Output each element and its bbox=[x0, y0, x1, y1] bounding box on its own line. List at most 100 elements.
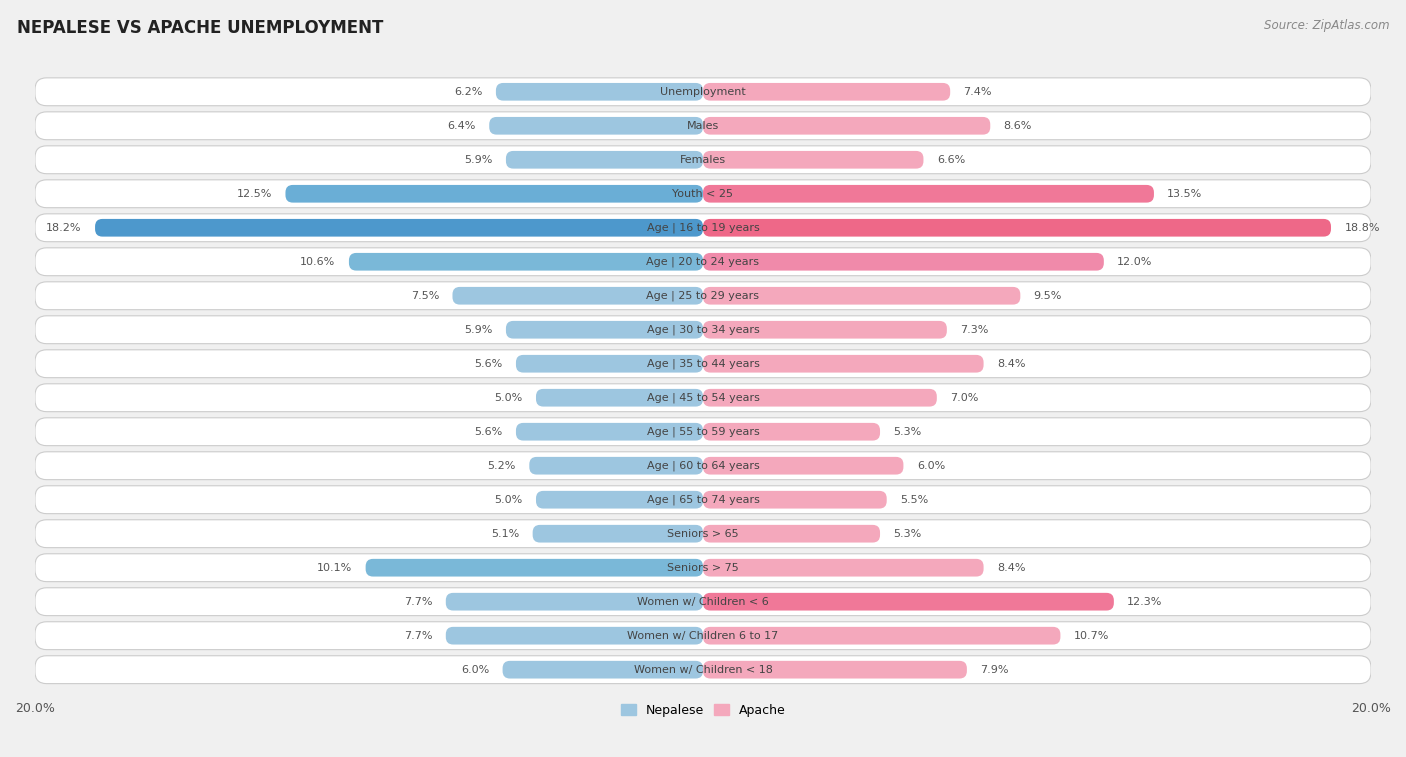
Legend: Nepalese, Apache: Nepalese, Apache bbox=[616, 699, 790, 721]
FancyBboxPatch shape bbox=[35, 486, 1371, 514]
Text: 7.3%: 7.3% bbox=[960, 325, 988, 335]
Text: 5.6%: 5.6% bbox=[474, 359, 502, 369]
FancyBboxPatch shape bbox=[35, 621, 1371, 650]
FancyBboxPatch shape bbox=[536, 389, 703, 407]
Text: Women w/ Children < 6: Women w/ Children < 6 bbox=[637, 597, 769, 606]
FancyBboxPatch shape bbox=[516, 423, 703, 441]
Text: Source: ZipAtlas.com: Source: ZipAtlas.com bbox=[1264, 19, 1389, 32]
FancyBboxPatch shape bbox=[35, 78, 1371, 106]
FancyBboxPatch shape bbox=[703, 559, 984, 577]
Text: 8.4%: 8.4% bbox=[997, 359, 1025, 369]
FancyBboxPatch shape bbox=[703, 151, 924, 169]
Text: 7.9%: 7.9% bbox=[980, 665, 1008, 674]
FancyBboxPatch shape bbox=[506, 151, 703, 169]
FancyBboxPatch shape bbox=[703, 661, 967, 678]
Text: 6.0%: 6.0% bbox=[917, 461, 945, 471]
Text: 13.5%: 13.5% bbox=[1167, 188, 1202, 199]
FancyBboxPatch shape bbox=[703, 423, 880, 441]
FancyBboxPatch shape bbox=[96, 219, 703, 237]
FancyBboxPatch shape bbox=[703, 117, 990, 135]
Text: NEPALESE VS APACHE UNEMPLOYMENT: NEPALESE VS APACHE UNEMPLOYMENT bbox=[17, 19, 384, 37]
Text: 10.7%: 10.7% bbox=[1074, 631, 1109, 640]
Text: Age | 35 to 44 years: Age | 35 to 44 years bbox=[647, 359, 759, 369]
Text: 7.4%: 7.4% bbox=[963, 87, 993, 97]
Text: 7.7%: 7.7% bbox=[404, 631, 433, 640]
FancyBboxPatch shape bbox=[35, 384, 1371, 412]
FancyBboxPatch shape bbox=[35, 587, 1371, 615]
Text: 5.9%: 5.9% bbox=[464, 325, 492, 335]
FancyBboxPatch shape bbox=[703, 185, 1154, 203]
FancyBboxPatch shape bbox=[35, 180, 1371, 207]
FancyBboxPatch shape bbox=[453, 287, 703, 304]
FancyBboxPatch shape bbox=[35, 520, 1371, 547]
Text: 12.0%: 12.0% bbox=[1118, 257, 1153, 266]
Text: Age | 25 to 29 years: Age | 25 to 29 years bbox=[647, 291, 759, 301]
Text: 7.5%: 7.5% bbox=[411, 291, 439, 301]
Text: 6.4%: 6.4% bbox=[447, 121, 475, 131]
FancyBboxPatch shape bbox=[35, 418, 1371, 446]
FancyBboxPatch shape bbox=[703, 627, 1060, 644]
Text: 18.8%: 18.8% bbox=[1344, 223, 1379, 232]
Text: 5.0%: 5.0% bbox=[495, 495, 523, 505]
Text: 5.6%: 5.6% bbox=[474, 427, 502, 437]
FancyBboxPatch shape bbox=[35, 350, 1371, 378]
FancyBboxPatch shape bbox=[446, 627, 703, 644]
Text: Males: Males bbox=[688, 121, 718, 131]
FancyBboxPatch shape bbox=[703, 355, 984, 372]
Text: 5.1%: 5.1% bbox=[491, 528, 519, 539]
Text: Age | 45 to 54 years: Age | 45 to 54 years bbox=[647, 392, 759, 403]
FancyBboxPatch shape bbox=[703, 491, 887, 509]
FancyBboxPatch shape bbox=[349, 253, 703, 270]
FancyBboxPatch shape bbox=[285, 185, 703, 203]
Text: Age | 55 to 59 years: Age | 55 to 59 years bbox=[647, 426, 759, 437]
Text: 8.4%: 8.4% bbox=[997, 562, 1025, 573]
Text: 8.6%: 8.6% bbox=[1004, 121, 1032, 131]
Text: Age | 30 to 34 years: Age | 30 to 34 years bbox=[647, 325, 759, 335]
FancyBboxPatch shape bbox=[703, 457, 904, 475]
Text: 5.3%: 5.3% bbox=[893, 427, 922, 437]
Text: Age | 20 to 24 years: Age | 20 to 24 years bbox=[647, 257, 759, 267]
Text: Seniors > 75: Seniors > 75 bbox=[666, 562, 740, 573]
FancyBboxPatch shape bbox=[533, 525, 703, 543]
FancyBboxPatch shape bbox=[703, 389, 936, 407]
Text: 6.0%: 6.0% bbox=[461, 665, 489, 674]
FancyBboxPatch shape bbox=[35, 554, 1371, 581]
Text: Youth < 25: Youth < 25 bbox=[672, 188, 734, 199]
Text: 5.5%: 5.5% bbox=[900, 495, 928, 505]
FancyBboxPatch shape bbox=[35, 112, 1371, 140]
FancyBboxPatch shape bbox=[703, 525, 880, 543]
FancyBboxPatch shape bbox=[703, 253, 1104, 270]
Text: Women w/ Children < 18: Women w/ Children < 18 bbox=[634, 665, 772, 674]
Text: 7.7%: 7.7% bbox=[404, 597, 433, 606]
FancyBboxPatch shape bbox=[529, 457, 703, 475]
Text: Unemployment: Unemployment bbox=[661, 87, 745, 97]
Text: 12.3%: 12.3% bbox=[1128, 597, 1163, 606]
Text: 5.0%: 5.0% bbox=[495, 393, 523, 403]
Text: Age | 60 to 64 years: Age | 60 to 64 years bbox=[647, 460, 759, 471]
Text: Age | 16 to 19 years: Age | 16 to 19 years bbox=[647, 223, 759, 233]
Text: 18.2%: 18.2% bbox=[46, 223, 82, 232]
Text: Seniors > 65: Seniors > 65 bbox=[668, 528, 738, 539]
Text: 6.2%: 6.2% bbox=[454, 87, 482, 97]
FancyBboxPatch shape bbox=[366, 559, 703, 577]
FancyBboxPatch shape bbox=[35, 452, 1371, 480]
Text: 5.9%: 5.9% bbox=[464, 154, 492, 165]
FancyBboxPatch shape bbox=[35, 282, 1371, 310]
FancyBboxPatch shape bbox=[703, 219, 1331, 237]
Text: 10.1%: 10.1% bbox=[316, 562, 353, 573]
FancyBboxPatch shape bbox=[35, 316, 1371, 344]
Text: 12.5%: 12.5% bbox=[236, 188, 273, 199]
FancyBboxPatch shape bbox=[35, 248, 1371, 276]
FancyBboxPatch shape bbox=[489, 117, 703, 135]
FancyBboxPatch shape bbox=[35, 146, 1371, 173]
Text: 10.6%: 10.6% bbox=[301, 257, 336, 266]
FancyBboxPatch shape bbox=[446, 593, 703, 611]
FancyBboxPatch shape bbox=[35, 656, 1371, 684]
FancyBboxPatch shape bbox=[516, 355, 703, 372]
Text: 6.6%: 6.6% bbox=[936, 154, 965, 165]
FancyBboxPatch shape bbox=[502, 661, 703, 678]
FancyBboxPatch shape bbox=[506, 321, 703, 338]
Text: 7.0%: 7.0% bbox=[950, 393, 979, 403]
Text: 5.3%: 5.3% bbox=[893, 528, 922, 539]
FancyBboxPatch shape bbox=[703, 287, 1021, 304]
